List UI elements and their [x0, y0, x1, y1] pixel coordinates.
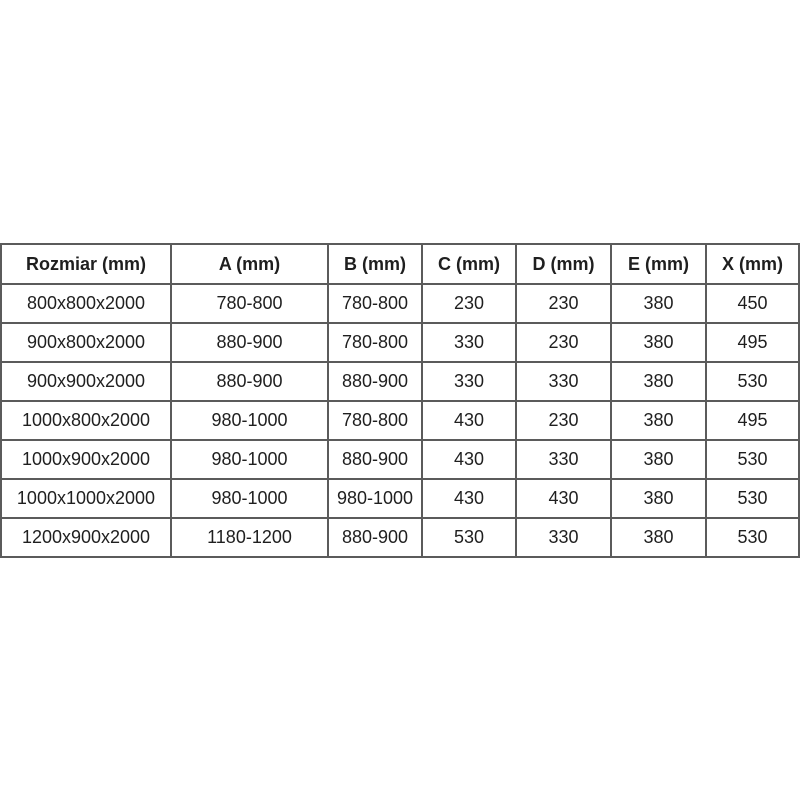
value-cell: 1180-1200 — [170, 517, 329, 558]
size-cell: 1000x1000x2000 — [0, 478, 172, 519]
value-cell: 380 — [610, 439, 707, 480]
value-cell: 495 — [705, 322, 800, 363]
value-cell: 880-900 — [327, 361, 423, 402]
size-cell: 900x900x2000 — [0, 361, 172, 402]
value-cell: 980-1000 — [170, 439, 329, 480]
column-header: Rozmiar (mm) — [0, 243, 172, 285]
column-header: X (mm) — [705, 243, 800, 285]
value-cell: 980-1000 — [170, 478, 329, 519]
value-cell: 780-800 — [327, 283, 423, 324]
value-cell: 530 — [705, 517, 800, 558]
value-cell: 530 — [705, 478, 800, 519]
value-cell: 380 — [610, 517, 707, 558]
value-cell: 380 — [610, 400, 707, 441]
value-cell: 880-900 — [327, 517, 423, 558]
value-cell: 330 — [421, 322, 517, 363]
value-cell: 495 — [705, 400, 800, 441]
value-cell: 330 — [515, 517, 612, 558]
column-header: B (mm) — [327, 243, 423, 285]
column-header: C (mm) — [421, 243, 517, 285]
value-cell: 430 — [515, 478, 612, 519]
table-row: 1200x900x2000 1180-1200 880-900 530 330 380 53… — [0, 517, 800, 558]
column-header: D (mm) — [515, 243, 612, 285]
dimensions-table: Rozmiar (mm) A (mm) B (mm) C (mm) D (mm) E (m… — [0, 243, 800, 558]
table-row: 800x800x2000 780-800 780-800 230 230 380 450 — [0, 283, 800, 324]
column-header: E (mm) — [610, 243, 707, 285]
header-row: Rozmiar (mm) A (mm) B (mm) C (mm) D (mm) E (m… — [0, 243, 800, 285]
value-cell: 230 — [515, 322, 612, 363]
value-cell: 980-1000 — [170, 400, 329, 441]
value-cell: 530 — [705, 439, 800, 480]
size-cell: 800x800x2000 — [0, 283, 172, 324]
value-cell: 380 — [610, 361, 707, 402]
table-body: 800x800x2000 780-800 780-800 230 230 380 450 90… — [0, 283, 800, 558]
table-row: 1000x1000x2000 980-1000 980-1000 430 430 380 5… — [0, 478, 800, 519]
value-cell: 330 — [515, 361, 612, 402]
value-cell: 780-800 — [327, 400, 423, 441]
value-cell: 880-900 — [170, 361, 329, 402]
value-cell: 430 — [421, 400, 517, 441]
column-header: A (mm) — [170, 243, 329, 285]
table-row: 900x900x2000 880-900 880-900 330 330 380 530 — [0, 361, 800, 402]
table-head: Rozmiar (mm) A (mm) B (mm) C (mm) D (mm) E (m… — [0, 243, 800, 285]
value-cell: 430 — [421, 439, 517, 480]
size-cell: 1000x900x2000 — [0, 439, 172, 480]
value-cell: 880-900 — [327, 439, 423, 480]
size-cell: 900x800x2000 — [0, 322, 172, 363]
value-cell: 380 — [610, 283, 707, 324]
value-cell: 880-900 — [170, 322, 329, 363]
value-cell: 230 — [515, 283, 612, 324]
value-cell: 230 — [515, 400, 612, 441]
size-cell: 1000x800x2000 — [0, 400, 172, 441]
value-cell: 780-800 — [170, 283, 329, 324]
table-row: 900x800x2000 880-900 780-800 330 230 380 495 — [0, 322, 800, 363]
value-cell: 780-800 — [327, 322, 423, 363]
value-cell: 430 — [421, 478, 517, 519]
size-cell: 1200x900x2000 — [0, 517, 172, 558]
table-row: 1000x800x2000 980-1000 780-800 430 230 380 495 — [0, 400, 800, 441]
value-cell: 330 — [421, 361, 517, 402]
value-cell: 530 — [705, 361, 800, 402]
value-cell: 450 — [705, 283, 800, 324]
value-cell: 330 — [515, 439, 612, 480]
value-cell: 530 — [421, 517, 517, 558]
value-cell: 980-1000 — [327, 478, 423, 519]
value-cell: 230 — [421, 283, 517, 324]
value-cell: 380 — [610, 322, 707, 363]
value-cell: 380 — [610, 478, 707, 519]
table-row: 1000x900x2000 980-1000 880-900 430 330 380 530 — [0, 439, 800, 480]
